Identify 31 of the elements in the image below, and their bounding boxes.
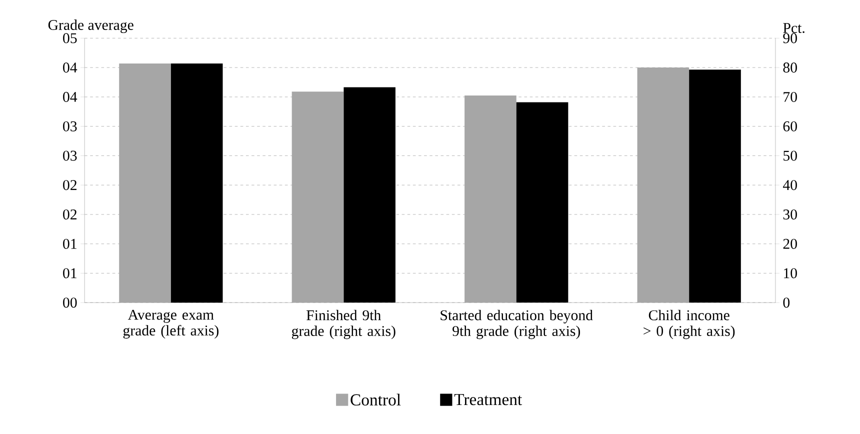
y-tick-label: 01 xyxy=(63,268,76,278)
bar xyxy=(344,87,396,303)
y2-tick-label: 40 xyxy=(782,180,797,190)
bar xyxy=(689,70,741,303)
x-tick-label: Finished 9th grade (right axis) xyxy=(292,310,396,340)
y2-tick-label: 30 xyxy=(783,210,797,220)
y2-tick-label: 20 xyxy=(783,238,797,249)
y2-tick-label: 80 xyxy=(783,62,797,73)
y-tick-label: 04 xyxy=(63,62,78,73)
y-tick-label: 03 xyxy=(63,121,77,132)
y-tick-label: 05 xyxy=(63,33,77,44)
y2-tick-label: 70 xyxy=(784,92,797,102)
y-tick-label: 02 xyxy=(63,180,77,190)
y2-tick-label: 0 xyxy=(783,298,790,308)
x-tick-label: Started education beyond 9th grade (right axis) xyxy=(440,310,593,340)
y-tick-label: 02 xyxy=(63,210,77,220)
y2-tick-label: 50 xyxy=(784,150,797,161)
y2-axis-title: Pct. xyxy=(783,23,804,34)
x-tick-label: Average exam grade (left axis) xyxy=(123,310,218,339)
y2-tick-label: 60 xyxy=(783,121,797,132)
y-tick-label: 01 xyxy=(63,238,76,249)
y-tick-label: 03 xyxy=(63,150,77,161)
y-tick-label: 00 xyxy=(63,298,77,308)
y2-tick-label: 90 xyxy=(783,33,797,44)
legend-label: Control xyxy=(350,394,401,406)
y-axis-title: Grade average xyxy=(48,20,134,34)
y-tick-label: 04 xyxy=(63,92,78,102)
x-tick-label: Child income > 0 (right axis) xyxy=(644,310,735,340)
legend-label: Treatment xyxy=(454,394,522,406)
bar xyxy=(516,102,568,303)
y2-tick-label: 10 xyxy=(784,268,797,278)
